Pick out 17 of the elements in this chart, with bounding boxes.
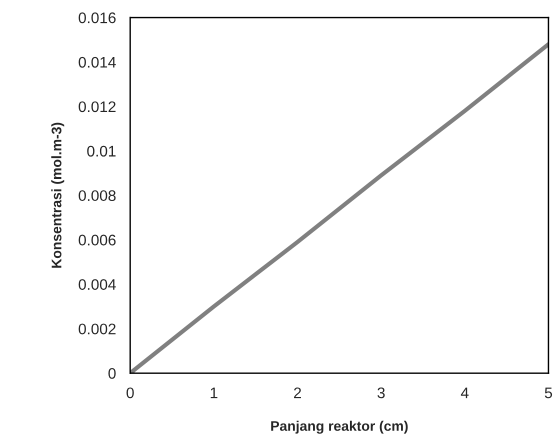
y-tick-label: 0.006 — [78, 234, 116, 246]
y-tick-label: 0 — [108, 368, 116, 379]
x-tick-label: 2 — [294, 387, 301, 398]
y-tick-label: 0.014 — [78, 56, 116, 68]
y-tick-label: 0.004 — [78, 279, 116, 290]
y-tick-label: 0.002 — [78, 324, 116, 334]
x-tick-label: 4 — [460, 388, 469, 398]
x-tick-label: 1 — [210, 388, 218, 398]
x-axis-title: Panjang reaktor (cm) — [271, 420, 408, 434]
x-tick-label: 3 — [377, 387, 385, 398]
x-tick-label: 5 — [544, 388, 552, 398]
y-tick-label: 0.012 — [78, 101, 116, 112]
y-tick-label: 0.016 — [78, 12, 116, 24]
y-tick-label: 0.01 — [87, 146, 116, 157]
y-tick-label: 0.008 — [78, 190, 116, 202]
y-axis-title: Konsentrasi (mol.m-3) — [51, 122, 64, 268]
x-tick-label: 0 — [126, 387, 134, 398]
